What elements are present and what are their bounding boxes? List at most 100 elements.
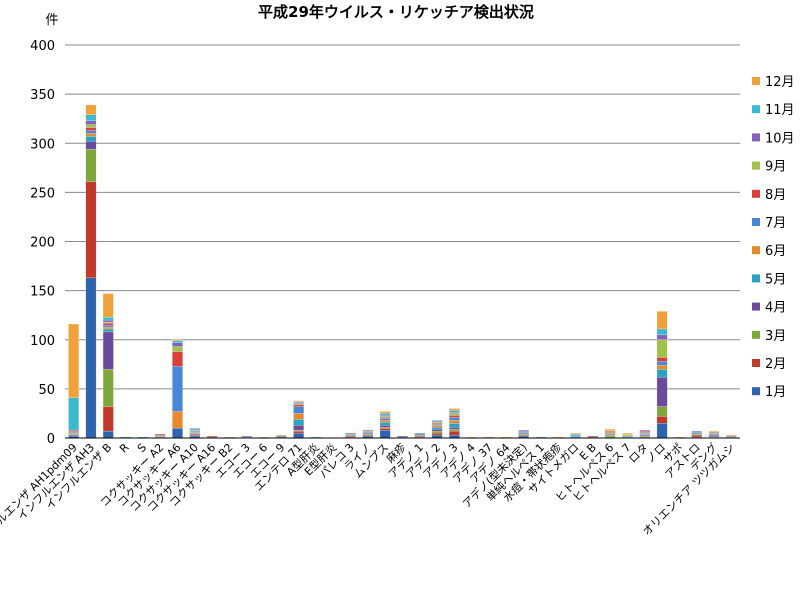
bar-segment — [708, 430, 720, 433]
x-tick-label: インフルエンザ AH3 — [15, 441, 97, 523]
bar-segment — [172, 346, 183, 352]
bar-segment — [431, 425, 443, 428]
bar-segment — [656, 357, 668, 362]
bar-segment — [379, 420, 391, 423]
bar-segment — [379, 425, 391, 428]
bar-segment — [604, 432, 616, 436]
bar-segment — [172, 411, 183, 429]
bar-segment — [414, 432, 426, 435]
bar-segment — [449, 426, 460, 430]
bar-segment — [708, 434, 720, 438]
bar-segment — [449, 408, 460, 411]
legend-label: 3月 — [765, 329, 786, 344]
bar-segment — [189, 427, 201, 430]
bar-segment — [85, 114, 97, 121]
bar-segment — [102, 319, 114, 323]
bar-segment — [431, 426, 443, 430]
bar-segment — [656, 423, 668, 439]
bar-segment — [172, 427, 183, 439]
legend-label: 9月 — [765, 160, 786, 175]
chart-title: 平成29年ウイルス・リケッチア検出状況 — [258, 3, 534, 21]
bar-segment — [102, 293, 114, 318]
bar-segment — [293, 425, 305, 431]
legend-swatch — [752, 302, 760, 311]
y-tick-label: 0 — [47, 432, 55, 447]
bar-segment — [604, 428, 616, 431]
bar-segment — [68, 323, 80, 398]
bar-segment — [172, 340, 183, 343]
legend: 12月 11月 10月 9月 8月 7月 6月 5月 4月 3月 2月 1月 — [752, 75, 795, 400]
bar-segment — [102, 328, 114, 333]
bar-segment — [656, 339, 668, 358]
bar-segment — [275, 434, 287, 437]
bar-segment — [85, 104, 97, 115]
bar-segment — [102, 331, 114, 370]
legend-swatch — [752, 133, 760, 142]
bar-segment — [431, 432, 443, 436]
bar-segment — [449, 423, 460, 428]
bar-segment — [206, 435, 218, 438]
bar-segment — [449, 430, 460, 436]
bar-segment — [85, 120, 97, 125]
bar-segment — [518, 429, 530, 432]
y-tick-label: 50 — [38, 383, 55, 398]
y-tick-label: 200 — [30, 236, 55, 251]
bar-segment — [102, 369, 114, 407]
bar-segment — [587, 435, 599, 438]
bar-segment — [656, 361, 668, 366]
bar-segment — [293, 419, 305, 426]
bar-segment — [85, 133, 97, 137]
bar-segment — [362, 429, 374, 432]
bar-segment — [431, 420, 443, 422]
bar-segment — [172, 351, 183, 367]
x-tick-label: R — [117, 441, 132, 456]
bar-segment — [85, 136, 97, 142]
bar-segment — [102, 430, 114, 439]
bar-segment — [154, 433, 166, 436]
bar-segment — [68, 397, 80, 431]
legend-label: 8月 — [765, 188, 786, 203]
bar-segment — [172, 342, 183, 347]
bar-segment — [85, 124, 97, 128]
y-tick-label: 250 — [30, 186, 55, 201]
legend-swatch — [752, 189, 760, 198]
bar-segment — [449, 428, 460, 432]
y-tick-label: 100 — [30, 334, 55, 349]
bar-segment — [622, 432, 633, 435]
bar-segment — [293, 406, 305, 414]
bar-segment — [379, 427, 391, 431]
legend-swatch — [752, 105, 760, 114]
bar-segment — [379, 418, 391, 421]
bar-segment — [85, 148, 97, 182]
bar-segment — [656, 369, 668, 378]
gridlines — [65, 44, 740, 390]
bar-segment — [449, 417, 460, 421]
bars — [68, 104, 737, 439]
bar-segment — [102, 406, 114, 432]
bar-segment — [172, 339, 183, 341]
bar-segment — [639, 429, 651, 432]
legend-label: 11月 — [765, 103, 795, 118]
bar-segment — [656, 406, 668, 417]
bar-segment — [293, 400, 305, 402]
bar-segment — [85, 181, 97, 279]
legend-swatch — [752, 330, 760, 339]
bar-segment — [691, 430, 703, 433]
bar-segment — [293, 404, 305, 407]
bar-segment — [570, 432, 581, 435]
legend-swatch — [752, 246, 760, 255]
legend-label: 4月 — [765, 301, 786, 316]
bar-segment — [379, 413, 391, 416]
y-tick-label: 350 — [30, 88, 55, 103]
bar-segment — [345, 432, 356, 435]
bar-segment — [397, 435, 408, 438]
bar-segment — [241, 435, 253, 438]
legend-label: 7月 — [765, 216, 786, 231]
bar-segment — [85, 141, 97, 150]
bar-segment — [102, 322, 114, 326]
y-tick-label: 400 — [30, 39, 55, 54]
bar-segment — [172, 366, 183, 412]
legend-label: 6月 — [765, 244, 786, 259]
bar-segment — [656, 334, 668, 340]
